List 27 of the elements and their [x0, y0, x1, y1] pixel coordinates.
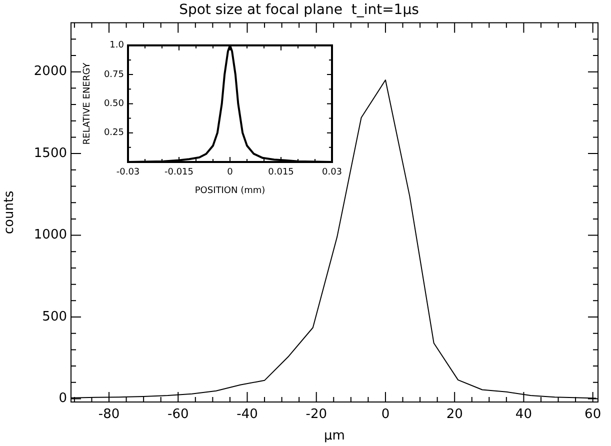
x-axis-title: POSITION (mm) — [194, 186, 266, 196]
x-tick-label: -80 — [98, 407, 120, 422]
y-tick-label: 0 — [58, 391, 67, 406]
chart-title: Spot size at focal plane t_int=1μs — [179, 2, 419, 18]
x-axis-title: μm — [324, 428, 345, 444]
y-tick-label: 2000 — [34, 64, 67, 80]
x-tick-label: -0.015 — [164, 168, 194, 178]
y-tick-label: 0.25 — [104, 128, 124, 138]
y-axis-title: RELATIVE ENERGY — [82, 62, 93, 145]
x-tick-label: -60 — [168, 407, 189, 422]
x-tick-label: 0 — [381, 407, 390, 422]
x-tick-label: 0 — [227, 168, 234, 178]
x-tick-label: 0.015 — [268, 168, 294, 178]
y-tick-label: 500 — [42, 309, 67, 324]
x-tick-label: 60 — [584, 407, 602, 422]
y-tick-label: 1500 — [34, 146, 67, 161]
x-tick-label: 0.03 — [322, 168, 342, 178]
x-tick-label: 20 — [446, 407, 463, 422]
y-axis-title: counts — [2, 190, 18, 234]
y-tick-label: 0.50 — [104, 99, 124, 110]
x-tick-label: 40 — [515, 407, 532, 422]
y-tick-label: 1000 — [34, 228, 67, 243]
x-tick-label: -40 — [236, 407, 258, 422]
x-tick-label: -0.03 — [116, 168, 140, 178]
x-tick-label: -20 — [306, 407, 327, 422]
y-tick-label: 1.0 — [110, 40, 124, 51]
y-tick-label: 0.75 — [104, 70, 124, 80]
